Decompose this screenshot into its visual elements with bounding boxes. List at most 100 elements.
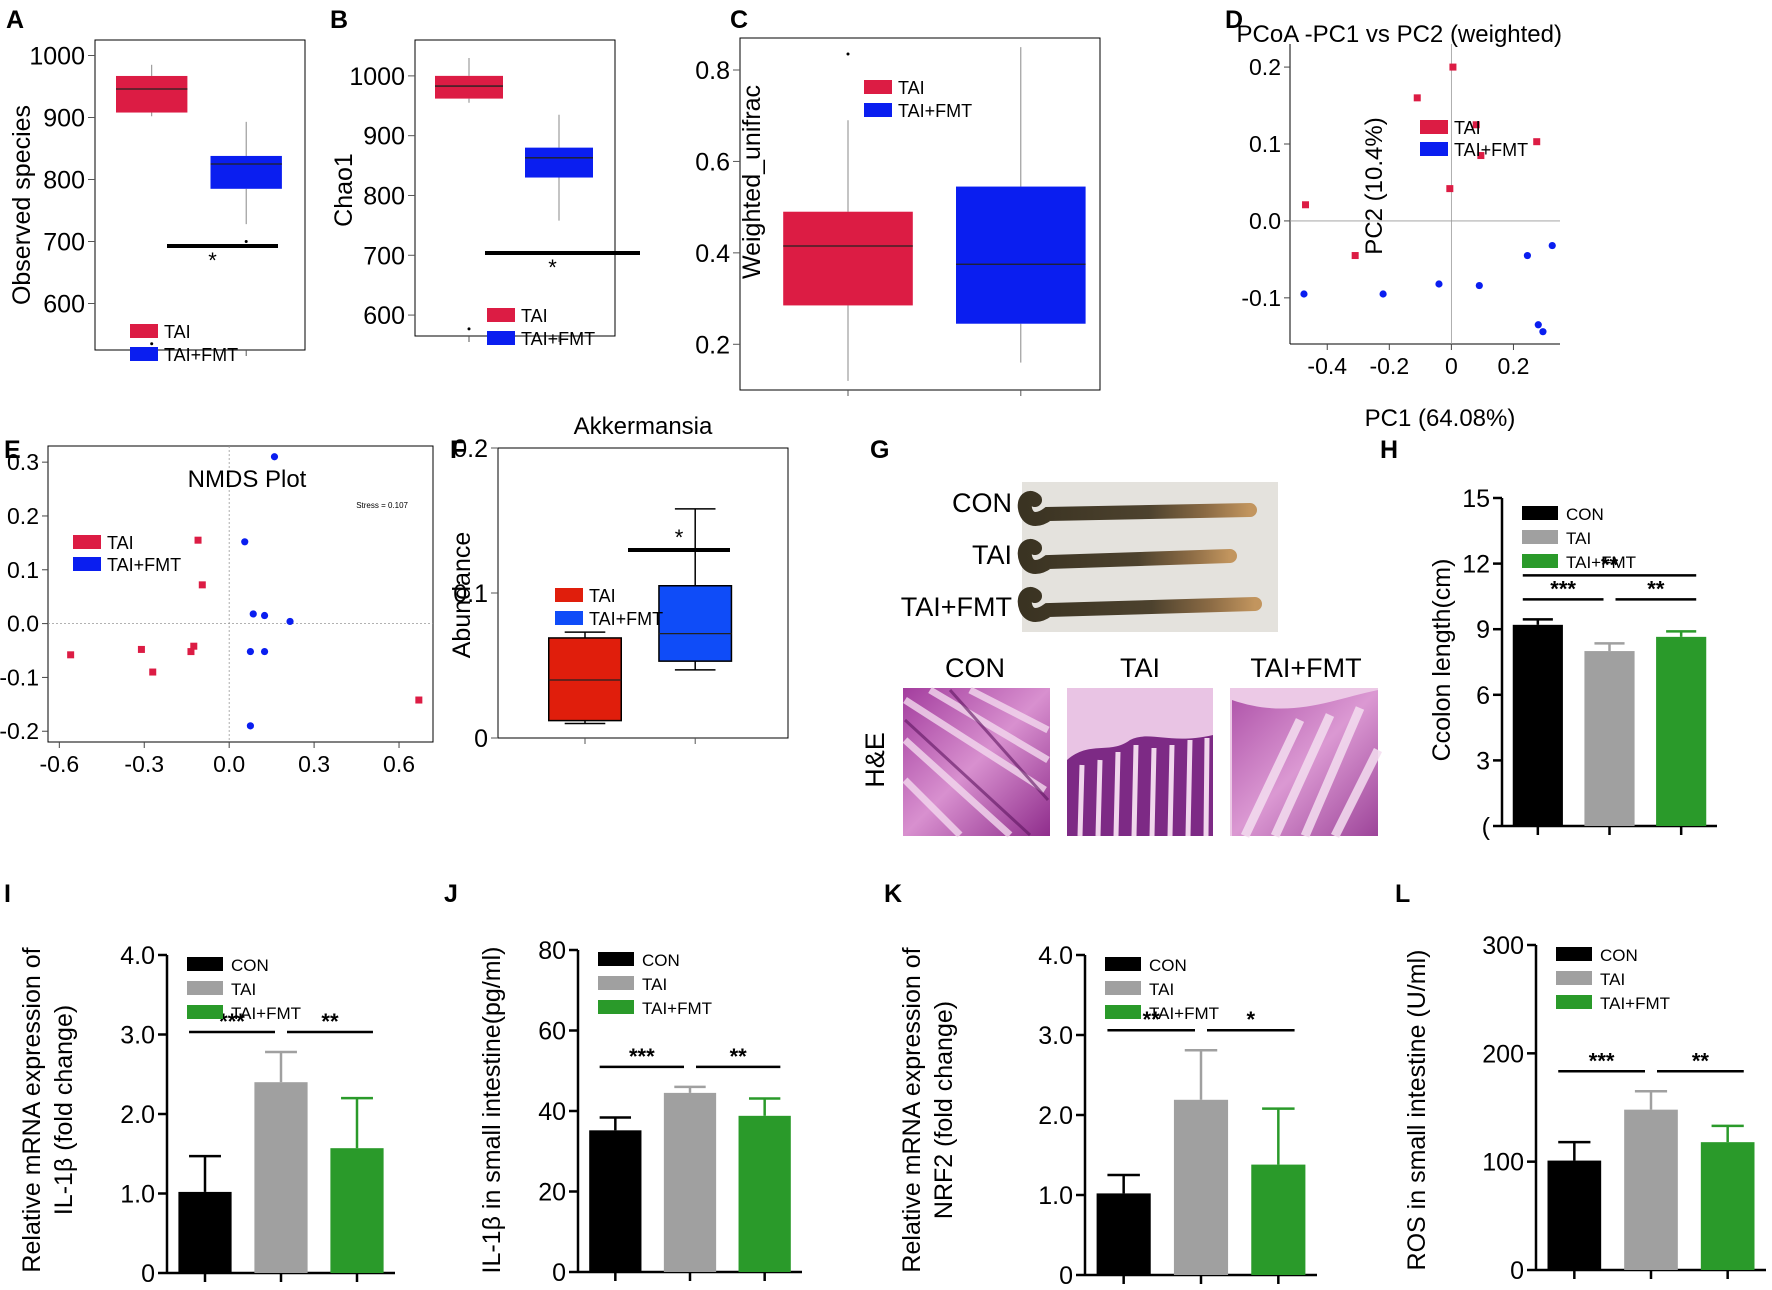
legend-swatch bbox=[1105, 981, 1141, 995]
significance-label: *** bbox=[219, 1009, 245, 1034]
legend-swatch bbox=[598, 1000, 634, 1014]
y-tick-label: 4.0 bbox=[1038, 942, 1073, 970]
y-tick-label: -0.1 bbox=[1241, 285, 1281, 311]
panel-letter-A: A bbox=[6, 6, 24, 34]
photo-row-label-con: CON bbox=[952, 488, 1012, 518]
panel-letter-I: I bbox=[4, 880, 11, 908]
legend-label: TAI+FMT bbox=[1566, 553, 1636, 572]
legend-label: TAI bbox=[107, 533, 134, 553]
bar-con bbox=[178, 1191, 232, 1273]
panel-letter-C: C bbox=[730, 6, 748, 34]
legend-swatch bbox=[1556, 995, 1592, 1009]
legend-swatch bbox=[487, 331, 515, 345]
point-tai-fmt bbox=[1539, 328, 1547, 336]
x-tick-label: 0.6 bbox=[383, 751, 415, 777]
legend-swatch bbox=[187, 1005, 223, 1019]
significance-label: *** bbox=[1550, 576, 1576, 601]
box-tai-fmt bbox=[525, 147, 593, 178]
y-tick-label: 100 bbox=[1482, 1149, 1524, 1177]
point-tai-fmt bbox=[1523, 251, 1532, 260]
point-tai bbox=[190, 642, 198, 650]
legend-label: CON bbox=[1566, 505, 1604, 524]
legend-label: TAI bbox=[1600, 970, 1625, 989]
legend-swatch bbox=[1522, 506, 1558, 520]
point-tai-fmt bbox=[1548, 241, 1556, 250]
legend-label: TAI+FMT bbox=[231, 1004, 301, 1023]
x-axis-label: PC1 (64.08%) bbox=[1365, 405, 1516, 432]
y-tick-label: 0.1 bbox=[453, 580, 488, 608]
colon-con bbox=[1017, 491, 1257, 526]
x-tick-label: -0.6 bbox=[40, 751, 80, 777]
he-title-tai: TAI bbox=[1120, 653, 1160, 683]
legend-swatch bbox=[1522, 530, 1558, 544]
y-axis-label: Weighted_unifrac bbox=[738, 85, 766, 279]
y-tick-label: 0 bbox=[1059, 1262, 1073, 1290]
x-tick-label: 0.3 bbox=[298, 751, 330, 777]
y-axis-label: Observed species bbox=[8, 105, 36, 305]
y-tick-label: 900 bbox=[43, 105, 85, 133]
legend-label: TAI bbox=[1566, 529, 1591, 548]
y-tick-label: 0.2 bbox=[695, 331, 730, 359]
legend-label: TAI+FMT bbox=[1149, 1004, 1219, 1023]
point-tai-fmt bbox=[246, 647, 255, 656]
significance-label: *** bbox=[629, 1044, 655, 1069]
he-image-con bbox=[902, 686, 1050, 838]
y-tick-label: 80 bbox=[538, 937, 566, 965]
point-tai bbox=[1472, 121, 1480, 129]
panel-letter-G: G bbox=[870, 436, 889, 464]
point-tai-fmt bbox=[270, 453, 279, 461]
point-tai-fmt bbox=[1534, 321, 1542, 329]
x-tick-label: 0.2 bbox=[1497, 353, 1529, 379]
legend-swatch bbox=[130, 324, 158, 338]
y-tick-label: 0 bbox=[1510, 1257, 1524, 1285]
bar-tai-fmt bbox=[738, 1115, 791, 1272]
panel-letter-D: D bbox=[1225, 6, 1243, 34]
bar-tai-fmt bbox=[330, 1148, 384, 1273]
point-tai bbox=[198, 581, 206, 589]
point-tai-fmt bbox=[246, 722, 255, 730]
y-tick-label: 800 bbox=[363, 182, 405, 210]
point-tai bbox=[1477, 152, 1485, 160]
he-image-tai bbox=[1067, 688, 1213, 837]
y-tick-label: 40 bbox=[538, 1098, 566, 1126]
colon-tai-fmt bbox=[1017, 587, 1262, 622]
panel-letter-J: J bbox=[444, 880, 458, 908]
point-tai-fmt bbox=[1300, 290, 1308, 298]
y-tick-label: 0.4 bbox=[695, 240, 730, 268]
x-tick-label: -0.4 bbox=[1307, 353, 1347, 379]
significance-label: ** bbox=[1647, 576, 1665, 601]
legend-label: TAI+FMT bbox=[1454, 140, 1528, 160]
point-tai-fmt bbox=[241, 538, 249, 546]
y-tick-label: 0 bbox=[474, 725, 488, 753]
y-tick-label: 0.3 bbox=[7, 449, 39, 475]
significance-label: ** bbox=[1692, 1048, 1710, 1073]
legend-label: TAI bbox=[1454, 118, 1481, 138]
box-tai-fmt bbox=[210, 155, 282, 189]
y-axis-label: Ccolon length(cm) bbox=[1428, 559, 1456, 762]
x-tick-label: -0.2 bbox=[1369, 353, 1409, 379]
bar-tai-fmt bbox=[1251, 1164, 1306, 1275]
bar-tai bbox=[1624, 1109, 1678, 1270]
panel-letter-L: L bbox=[1395, 880, 1410, 908]
legend-label: TAI bbox=[642, 975, 667, 994]
significance-label: *** bbox=[1589, 1048, 1615, 1073]
legend-label: CON bbox=[231, 956, 269, 975]
colon-specimens bbox=[1017, 491, 1262, 622]
legend-swatch bbox=[73, 535, 101, 549]
box-tai-fmt bbox=[658, 585, 733, 662]
chart-title: PCoA -PC1 vs PC2 (weighted) bbox=[1237, 21, 1562, 48]
legend-swatch bbox=[73, 557, 101, 571]
box-tai-fmt bbox=[956, 186, 1086, 324]
y-tick-label: 4.0 bbox=[120, 942, 155, 970]
point-tai-fmt bbox=[1475, 281, 1483, 290]
x-tick-label: 0 bbox=[1445, 353, 1458, 379]
point-tai bbox=[67, 651, 75, 659]
legend-swatch bbox=[598, 952, 634, 966]
legend-label: TAI+FMT bbox=[642, 999, 712, 1018]
panel-letter-E: E bbox=[4, 436, 21, 464]
point-tai bbox=[1351, 252, 1359, 260]
legend-label: TAI bbox=[231, 980, 256, 999]
panel-letter-H: H bbox=[1380, 436, 1398, 464]
point-tai bbox=[1533, 138, 1541, 146]
